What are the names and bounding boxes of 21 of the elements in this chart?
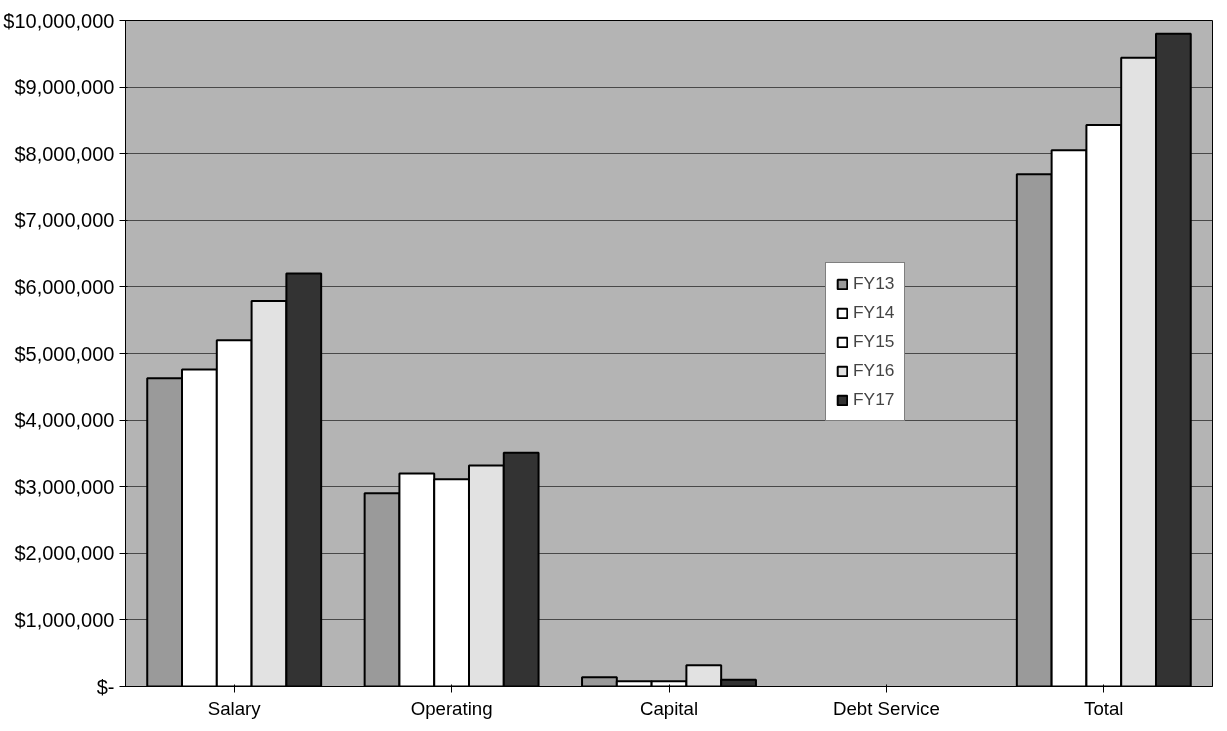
y-tick-label: $5,000,000	[14, 342, 115, 365]
x-tick-label: Total	[1084, 697, 1124, 719]
y-tick-label: $4,000,000	[14, 409, 115, 432]
y-tick-label: $-	[96, 675, 115, 698]
legend-label: FY16	[853, 360, 895, 381]
y-tick-label: $9,000,000	[14, 76, 115, 99]
y-tick-label: $2,000,000	[14, 542, 115, 565]
legend-label: FY14	[853, 302, 895, 323]
y-tick-label: $3,000,000	[14, 475, 115, 498]
y-tick-label: $8,000,000	[14, 142, 115, 165]
x-tick-label: Debt Service	[833, 697, 940, 719]
legend-label: FY13	[853, 273, 895, 294]
x-tick-label: Operating	[410, 697, 493, 719]
legend-label: FY17	[853, 389, 895, 410]
y-tick-label: $7,000,000	[14, 209, 115, 232]
x-tick-label: Capital	[639, 697, 699, 719]
legend-label: FY15	[853, 331, 895, 352]
y-tick-label: $10,000,000	[3, 9, 115, 32]
x-tick-label: Salary	[207, 697, 262, 719]
y-tick-label: $6,000,000	[14, 275, 115, 298]
y-tick-label: $1,000,000	[14, 608, 115, 631]
